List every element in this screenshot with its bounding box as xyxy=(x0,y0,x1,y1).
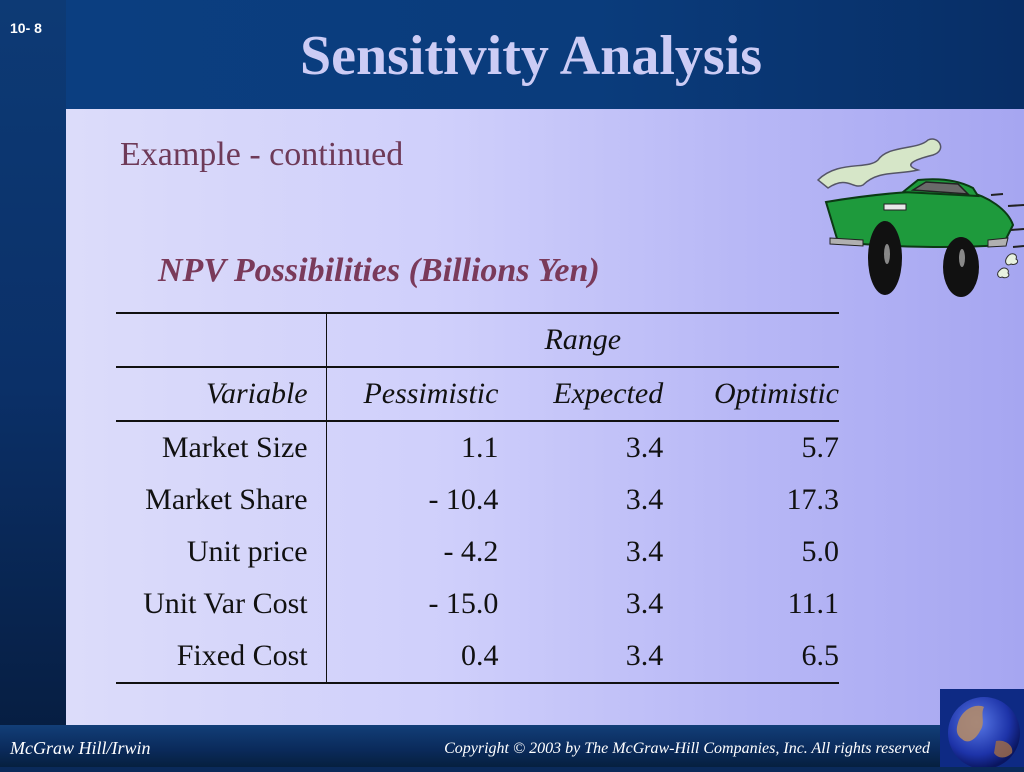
speeding-car-icon xyxy=(816,138,1024,297)
footer-band xyxy=(0,725,1024,767)
table-row: Unit Var Cost - 15.0 3.4 11.1 xyxy=(116,578,839,630)
variable-cell: Unit Var Cost xyxy=(116,578,327,630)
table-header-row: Variable Pessimistic Expected Optimistic xyxy=(116,367,839,422)
optimistic-cell: 6.5 xyxy=(663,630,839,684)
table-title: NPV Possibilities (Billions Yen) xyxy=(158,252,600,289)
slide-title: Sensitivity Analysis xyxy=(299,25,763,87)
pessimistic-cell: 0.4 xyxy=(326,630,499,684)
expected-cell: 3.4 xyxy=(498,630,664,684)
table-row: Fixed Cost 0.4 3.4 6.5 xyxy=(116,630,839,684)
pessimistic-cell: 1.1 xyxy=(460,431,499,464)
pessimistic-cell: - 4.2 xyxy=(443,535,499,568)
optimistic-cell: 5.7 xyxy=(801,431,840,464)
slide-number: 10- 8 xyxy=(10,20,42,36)
variable-cell: Unit price xyxy=(116,526,327,578)
col-header-variable: Variable xyxy=(116,367,327,422)
col-header-expected: Expected xyxy=(498,367,664,422)
title-band xyxy=(66,0,1024,109)
table-row: Unit price - 4.2 3.4 5.0 xyxy=(116,526,839,578)
variable-cell: Fixed Cost xyxy=(116,630,327,684)
col-header-optimistic: Optimistic xyxy=(663,367,839,422)
optimistic-cell: 11.1 xyxy=(787,587,839,620)
expected-cell: 3.4 xyxy=(625,587,664,620)
globe-icon xyxy=(948,697,1020,769)
variable-cell: Market Size xyxy=(116,421,327,474)
table-range-row: Range xyxy=(116,312,839,368)
table-corner-cell xyxy=(116,312,327,368)
expected-cell: 3.4 xyxy=(625,535,664,568)
col-header-pessimistic: Pessimistic xyxy=(326,367,499,422)
copyright-notice: Copyright © 2003 by The McGraw-Hill Comp… xyxy=(444,740,930,757)
optimistic-cell: 5.0 xyxy=(801,535,840,568)
pessimistic-cell: - 15.0 xyxy=(428,587,499,620)
variable-cell: Market Share xyxy=(116,474,327,526)
expected-cell: 3.4 xyxy=(625,483,664,516)
publisher-label: McGraw Hill/Irwin xyxy=(10,738,151,758)
pessimistic-cell: - 10.4 xyxy=(428,483,499,516)
range-header: Range xyxy=(326,312,839,368)
npv-table: Range Variable Pessimistic Expected Opti… xyxy=(116,312,839,684)
optimistic-cell: 17.3 xyxy=(786,483,840,516)
table-row: Market Share - 10.4 3.4 17.3 xyxy=(116,474,839,526)
expected-cell: 3.4 xyxy=(625,431,664,464)
globe-logo xyxy=(940,689,1024,769)
slide-subtitle: Example - continued xyxy=(120,136,404,173)
left-strip xyxy=(0,0,66,767)
table-row: Market Size 1.1 3.4 5.7 xyxy=(116,421,839,474)
